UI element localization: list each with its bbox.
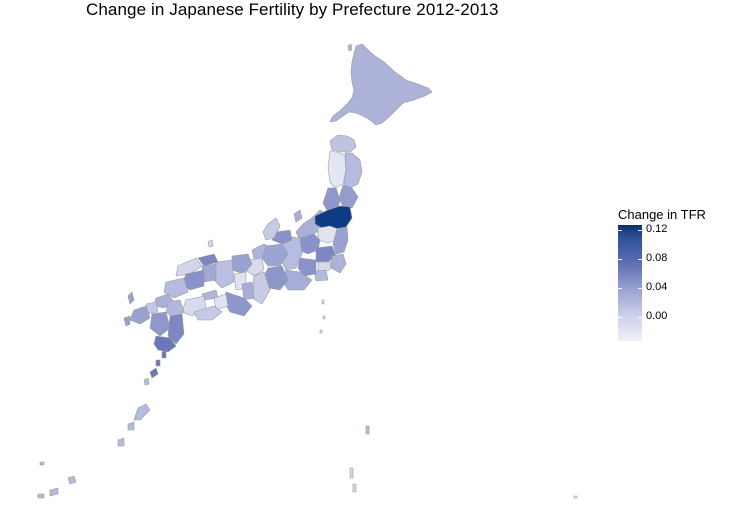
legend-tick-label: 0.00 xyxy=(646,310,668,322)
island-yaeyama-2 xyxy=(37,493,45,499)
region-shimane xyxy=(175,257,203,277)
region-yamaguchi xyxy=(163,277,189,299)
region-toyama xyxy=(271,229,293,245)
legend-tick-label: 0.12 xyxy=(646,223,668,235)
island-miyako xyxy=(67,475,77,485)
legend-color-bar xyxy=(618,225,642,341)
region-nara xyxy=(241,281,255,301)
island-goto xyxy=(123,315,131,327)
region-kochi xyxy=(193,305,223,321)
island-izu-1 xyxy=(321,299,325,305)
region-akita xyxy=(327,150,347,189)
region-nagasaki xyxy=(129,305,151,325)
island-okinawa-3 xyxy=(117,437,125,447)
island-okinawa-2 xyxy=(127,421,135,431)
region-hokkaido xyxy=(329,43,433,126)
region-kagoshima xyxy=(153,335,177,353)
region-tokyo xyxy=(317,261,332,273)
legend-tick-mark xyxy=(618,230,622,231)
island-minamitori xyxy=(573,495,578,499)
island-daito xyxy=(365,425,370,435)
region-chiba xyxy=(330,253,347,274)
legend-tick-label: 0.08 xyxy=(646,252,668,264)
region-ishikawa xyxy=(262,217,281,241)
region-yamanashi xyxy=(297,257,317,277)
region-tokushima xyxy=(213,293,229,311)
legend-tick-mark xyxy=(638,317,642,318)
island-rebun xyxy=(347,43,353,52)
island-tanegashima xyxy=(161,349,167,359)
region-iwate xyxy=(343,152,363,189)
island-tsushima xyxy=(127,291,135,305)
legend-tick-mark xyxy=(638,288,642,289)
island-oki xyxy=(207,239,214,248)
region-aomori xyxy=(329,134,357,153)
region-kumamoto xyxy=(149,311,171,337)
island-okinawa xyxy=(133,403,151,421)
island-amami-1 xyxy=(149,367,159,379)
legend-title: Change in TFR xyxy=(618,207,706,222)
legend-tick-mark xyxy=(618,317,622,318)
legend-tick-mark xyxy=(618,288,622,289)
legend-tick-label: 0.04 xyxy=(646,281,668,293)
island-amami-2 xyxy=(143,377,150,386)
region-tottori xyxy=(197,253,219,267)
legend-tick-mark xyxy=(638,259,642,260)
island-izu-2 xyxy=(322,315,326,320)
map-title: Change in Japanese Fertility by Prefectu… xyxy=(86,0,499,19)
region-fukushima xyxy=(314,205,353,230)
island-yaeyama-1 xyxy=(49,487,59,497)
region-miyagi xyxy=(338,184,359,209)
legend-tick-mark xyxy=(638,230,642,231)
island-sado xyxy=(293,209,303,223)
region-kanagawa xyxy=(313,269,329,282)
island-izu-3 xyxy=(319,329,323,334)
region-ibaraki xyxy=(332,226,349,255)
legend-tick-mark xyxy=(618,259,622,260)
island-yakushima xyxy=(155,359,161,367)
island-ogasawara-2 xyxy=(352,483,357,493)
island-yonaguni xyxy=(39,461,45,466)
region-miyazaki xyxy=(167,313,185,345)
island-ogasawara-1 xyxy=(349,467,354,479)
